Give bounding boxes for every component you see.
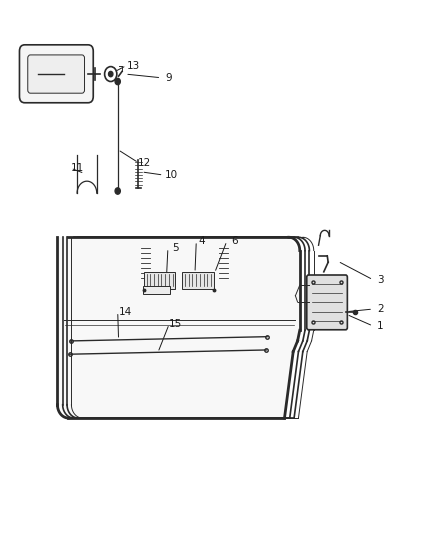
Text: 6: 6 — [231, 236, 237, 246]
Text: 2: 2 — [377, 304, 384, 314]
Text: 7: 7 — [54, 68, 61, 77]
Circle shape — [109, 71, 113, 77]
FancyBboxPatch shape — [28, 55, 85, 93]
Text: 4: 4 — [198, 236, 205, 246]
Text: 15: 15 — [169, 319, 182, 329]
Text: 10: 10 — [164, 170, 177, 180]
FancyBboxPatch shape — [19, 45, 93, 103]
FancyBboxPatch shape — [144, 286, 170, 294]
Text: 1: 1 — [377, 321, 384, 331]
Text: 9: 9 — [166, 73, 172, 83]
Text: 12: 12 — [138, 158, 152, 168]
FancyBboxPatch shape — [144, 272, 175, 289]
Circle shape — [115, 188, 120, 194]
Text: 14: 14 — [119, 306, 132, 317]
Text: 13: 13 — [127, 61, 141, 70]
FancyBboxPatch shape — [182, 272, 214, 289]
FancyBboxPatch shape — [307, 275, 347, 330]
Text: 3: 3 — [377, 275, 384, 285]
Text: 5: 5 — [172, 243, 179, 253]
Text: 11: 11 — [71, 163, 84, 173]
Circle shape — [115, 78, 120, 85]
Polygon shape — [57, 237, 300, 418]
